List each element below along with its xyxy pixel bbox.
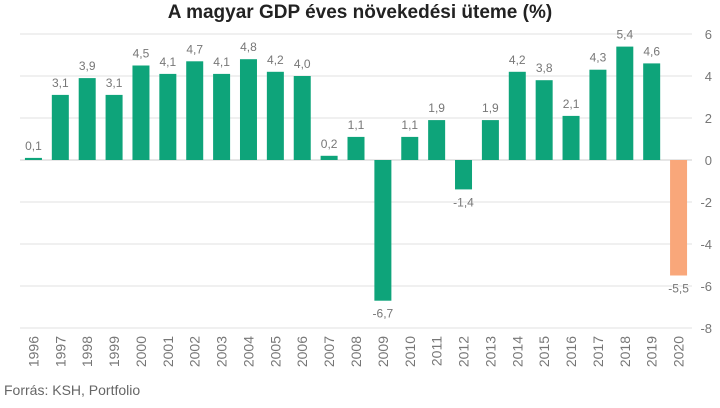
- bar-1996: [24, 157, 42, 160]
- bar-2001: [159, 73, 177, 160]
- bar-2005: [266, 71, 284, 160]
- data-labels: 0,1 3,1 3,9 3,1 4,5 4,1 4,7 4,1 4,8 4,2 4,0 0,2 1,1 -…: [25, 28, 689, 321]
- data-label: 4,7: [186, 42, 203, 56]
- y-axis-ticks: 6 4 2 0 -2 -4 -6 -8: [700, 27, 712, 336]
- x-tick-label: 1999: [106, 336, 122, 367]
- y-tick-label: -8: [700, 321, 712, 336]
- x-tick-label: 1996: [25, 336, 41, 367]
- x-tick-label: 2006: [294, 336, 310, 367]
- bar-2017: [589, 69, 607, 160]
- data-label: 3,8: [536, 61, 553, 75]
- x-tick-label: 2009: [375, 336, 391, 367]
- data-label: 1,1: [348, 118, 365, 132]
- x-tick-label: 2008: [348, 336, 364, 367]
- bar-2019: [643, 63, 661, 160]
- x-tick-label: 2014: [509, 336, 525, 367]
- bar-2016: [562, 115, 580, 160]
- x-tick-label: 1997: [52, 336, 68, 367]
- data-label: 1,1: [401, 118, 418, 132]
- bar-1998: [78, 78, 96, 160]
- data-label: 4,5: [133, 47, 150, 61]
- y-tick-label: -6: [700, 279, 712, 294]
- x-tick-label: 2018: [617, 336, 633, 367]
- bar-1999: [105, 94, 123, 160]
- data-label: -6,7: [373, 307, 394, 321]
- data-label: 3,1: [106, 76, 123, 90]
- bar-2002: [186, 61, 204, 160]
- bar-2015: [535, 80, 553, 160]
- bar-2009: [374, 160, 392, 301]
- x-tick-label: 2007: [321, 336, 337, 367]
- bar-2010: [401, 136, 419, 160]
- y-tick-label: -2: [700, 195, 712, 210]
- data-label: 4,1: [159, 55, 176, 69]
- data-label: 1,9: [482, 101, 499, 115]
- y-tick-label: -4: [700, 237, 712, 252]
- data-label: 5,4: [616, 28, 633, 42]
- chart-title: A magyar GDP éves növekedési üteme (%): [167, 2, 553, 23]
- bar-2003: [213, 73, 231, 160]
- bar-2008: [347, 136, 365, 160]
- data-label: 4,3: [590, 51, 607, 65]
- x-tick-label: 2011: [429, 336, 445, 366]
- data-label: 2,1: [563, 97, 580, 111]
- bar-2007: [320, 155, 338, 160]
- bar-2020: [670, 160, 688, 276]
- bar-1997: [51, 94, 69, 160]
- x-tick-label: 2012: [456, 336, 472, 367]
- bar-2013: [481, 120, 499, 160]
- x-tick-label: 2001: [160, 336, 176, 367]
- data-label: 4,0: [294, 57, 311, 71]
- x-tick-label: 2015: [536, 336, 552, 367]
- x-tick-label: 2017: [590, 336, 606, 367]
- x-tick-label: 2016: [563, 336, 579, 367]
- data-label: 1,9: [428, 101, 445, 115]
- y-tick-label: 6: [705, 27, 712, 42]
- y-tick-label: 2: [705, 111, 712, 126]
- bar-2014: [508, 71, 526, 160]
- bar-2012: [455, 160, 473, 190]
- data-label: 0,2: [321, 137, 338, 151]
- data-label: 4,6: [643, 44, 660, 58]
- bar-2011: [428, 120, 446, 160]
- x-tick-label: 2003: [214, 336, 230, 367]
- y-tick-label: 4: [705, 69, 712, 84]
- x-tick-label: 2019: [644, 336, 660, 367]
- x-tick-label: 2002: [187, 336, 203, 367]
- bar-2006: [293, 76, 311, 160]
- source-note: Forrás: KSH, Portfolio: [4, 382, 141, 398]
- x-tick-label: 2020: [671, 336, 687, 367]
- x-tick-label: 2010: [402, 336, 418, 367]
- bar-2004: [239, 59, 257, 161]
- bar-2000: [132, 65, 150, 160]
- data-label: 4,2: [509, 53, 526, 67]
- data-label: 3,9: [79, 59, 96, 73]
- x-tick-label: 1998: [79, 336, 95, 367]
- data-label: 4,2: [267, 53, 284, 67]
- x-tick-label: 2005: [267, 336, 283, 367]
- data-label: 3,1: [52, 76, 69, 90]
- x-axis-ticks: 1996 1997 1998 1999 2000 2001 2002 2003 2004 2005…: [25, 336, 686, 367]
- x-tick-label: 2000: [133, 336, 149, 367]
- x-tick-label: 2013: [482, 336, 498, 367]
- data-label: 4,8: [240, 40, 257, 54]
- data-label: 4,1: [213, 55, 230, 69]
- x-tick-label: 2004: [240, 336, 256, 367]
- data-label: -5,5: [668, 282, 689, 296]
- data-label: 0,1: [25, 139, 42, 153]
- bar-2018: [616, 46, 634, 160]
- bars: [24, 46, 688, 301]
- data-label: -1,4: [453, 195, 474, 209]
- y-tick-label: 0: [705, 153, 712, 168]
